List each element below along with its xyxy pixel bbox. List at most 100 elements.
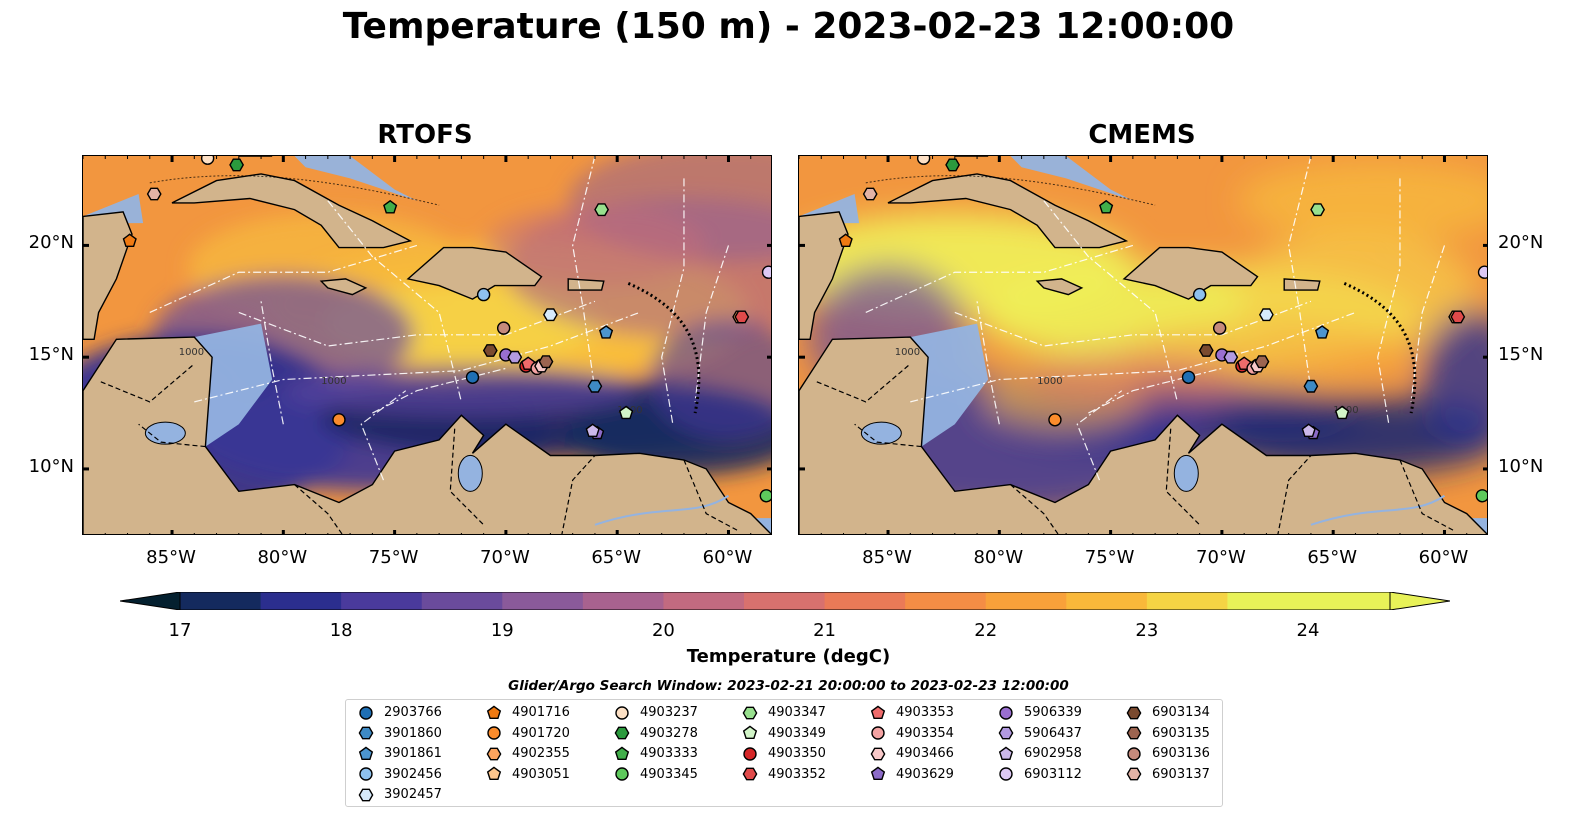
legend-marker-4903350[interactable] — [743, 746, 757, 761]
legend-marker-4901720[interactable] — [487, 726, 501, 740]
legend-marker-4903347[interactable] — [742, 706, 758, 719]
bahamas-shelf — [294, 156, 462, 224]
legend-marker-4901716[interactable] — [486, 705, 502, 719]
legend-marker-6903137[interactable] — [1126, 767, 1142, 781]
legend-label: 3902456 — [384, 766, 442, 782]
legend-item-3901861: 3901861 — [358, 743, 442, 764]
legend-marker-4903333[interactable] — [614, 746, 630, 760]
float-marker-2903766[interactable] — [1181, 370, 1196, 384]
panel-title-cmems: CMEMS — [1088, 120, 1196, 150]
legend-marker-4903051[interactable] — [486, 766, 502, 781]
float-marker-4903347[interactable] — [594, 203, 610, 217]
float-marker-4903237[interactable] — [200, 156, 215, 165]
float-marker-6903136[interactable] — [496, 321, 511, 335]
legend-marker-5906339[interactable] — [999, 705, 1013, 720]
float-marker-3901861[interactable] — [1314, 325, 1330, 339]
legend-marker-4902355[interactable] — [486, 747, 502, 760]
legend-marker-4903354[interactable] — [871, 726, 885, 740]
float-marker-4903349[interactable] — [618, 405, 634, 420]
float-marker-4903278[interactable] — [945, 158, 961, 172]
colorbar-tick-label: 17 — [168, 620, 192, 641]
legend-marker-4903353[interactable] — [870, 705, 886, 719]
float-marker-3902457[interactable] — [542, 308, 558, 322]
float-marker-3901860[interactable] — [1303, 379, 1319, 393]
float-marker-6903134[interactable] — [482, 344, 498, 357]
float-marker-5906437[interactable] — [507, 350, 523, 364]
puerto-rico-land — [1283, 278, 1321, 291]
float-marker-4903345[interactable] — [759, 489, 772, 503]
legend-marker-5906437[interactable] — [998, 726, 1014, 740]
legend-marker-4903345[interactable] — [615, 767, 629, 781]
float-marker-6903112[interactable] — [1477, 265, 1488, 279]
float-marker-6903134[interactable] — [1198, 344, 1214, 357]
float-marker-4903333[interactable] — [1099, 199, 1114, 214]
legend-marker-3901860[interactable] — [358, 726, 374, 740]
float-marker-4903347[interactable] — [1310, 203, 1326, 217]
float-marker-4903237[interactable] — [916, 156, 931, 165]
float-marker-2903766[interactable] — [465, 370, 480, 384]
circle-marker-icon — [615, 705, 629, 720]
circle-marker-icon — [487, 726, 501, 740]
float-marker-5906437[interactable] — [1223, 350, 1239, 364]
colorbar-bin — [824, 592, 906, 610]
legend-item-4903466: 4903466 — [870, 743, 954, 764]
float-marker-6902958[interactable] — [1301, 423, 1316, 437]
legend-marker-4903349[interactable] — [742, 725, 758, 740]
y-tick-label: 15°N — [1498, 344, 1544, 366]
legend-item-5906437: 5906437 — [998, 723, 1082, 744]
legend-marker-4903237[interactable] — [615, 705, 629, 720]
legend-marker-6903112[interactable] — [999, 767, 1013, 781]
float-marker-3902456[interactable] — [1192, 287, 1207, 302]
x-tick-label: 65°W — [591, 547, 642, 568]
legend-marker-3901861[interactable] — [358, 746, 374, 760]
legend-marker-3902456[interactable] — [359, 767, 373, 781]
legend-marker-6903136[interactable] — [1127, 746, 1141, 761]
hexagon-marker-icon — [358, 726, 374, 740]
float-marker-3902457[interactable] — [1258, 308, 1274, 322]
float-marker-3901861[interactable] — [598, 325, 614, 339]
legend-marker-4903629[interactable] — [870, 766, 886, 781]
legend-item-4903278: 4903278 — [614, 723, 698, 744]
pentagon-marker-icon — [998, 746, 1014, 760]
float-marker-4903352[interactable] — [734, 310, 750, 324]
pentagon-marker-icon — [870, 766, 886, 781]
float-marker-4903278[interactable] — [229, 158, 245, 172]
legend-marker-6903135[interactable] — [1126, 726, 1142, 740]
legend-marker-4903352[interactable] — [742, 767, 758, 781]
legend-marker-6902958[interactable] — [998, 746, 1014, 760]
legend-marker-4903278[interactable] — [614, 726, 630, 740]
legend-label: 6903134 — [1152, 705, 1210, 720]
colorbar-bin — [744, 592, 826, 610]
float-marker-6903137[interactable] — [146, 187, 162, 201]
float-marker-4901716[interactable] — [122, 233, 137, 248]
colorbar-tick-label: 23 — [1135, 620, 1159, 641]
colorbar — [120, 592, 1450, 610]
float-marker-3902456[interactable] — [476, 287, 491, 302]
legend-marker-4903466[interactable] — [870, 747, 886, 760]
float-marker-6903135[interactable] — [538, 355, 554, 369]
float-marker-6903135[interactable] — [1254, 355, 1270, 369]
circle-marker-icon — [999, 705, 1013, 720]
legend-item-4901720: 4901720 — [486, 723, 570, 744]
legend-label: 4902355 — [512, 746, 570, 761]
legend-marker-3902457[interactable] — [358, 788, 374, 801]
float-marker-6903136[interactable] — [1212, 321, 1227, 335]
legend-marker-6903134[interactable] — [1126, 706, 1142, 719]
float-marker-3901860[interactable] — [587, 379, 603, 393]
float-marker-4901716[interactable] — [838, 233, 853, 248]
legend-marker-2903766[interactable] — [359, 705, 373, 720]
float-marker-4903349[interactable] — [1334, 405, 1350, 420]
float-marker-6903137[interactable] — [862, 187, 878, 201]
legend-item-4903352: 4903352 — [742, 764, 826, 785]
float-marker-4901720[interactable] — [332, 413, 346, 427]
float-marker-4903333[interactable] — [383, 199, 398, 214]
float-marker-4903352[interactable] — [1450, 310, 1466, 324]
float-marker-4901720[interactable] — [1048, 413, 1062, 427]
float-marker-6902958[interactable] — [585, 423, 600, 437]
float-marker-4903345[interactable] — [1475, 489, 1488, 503]
hexagon-marker-icon — [1126, 726, 1142, 740]
pentagon-marker-icon — [486, 766, 502, 781]
float-marker-6903112[interactable] — [761, 265, 772, 279]
